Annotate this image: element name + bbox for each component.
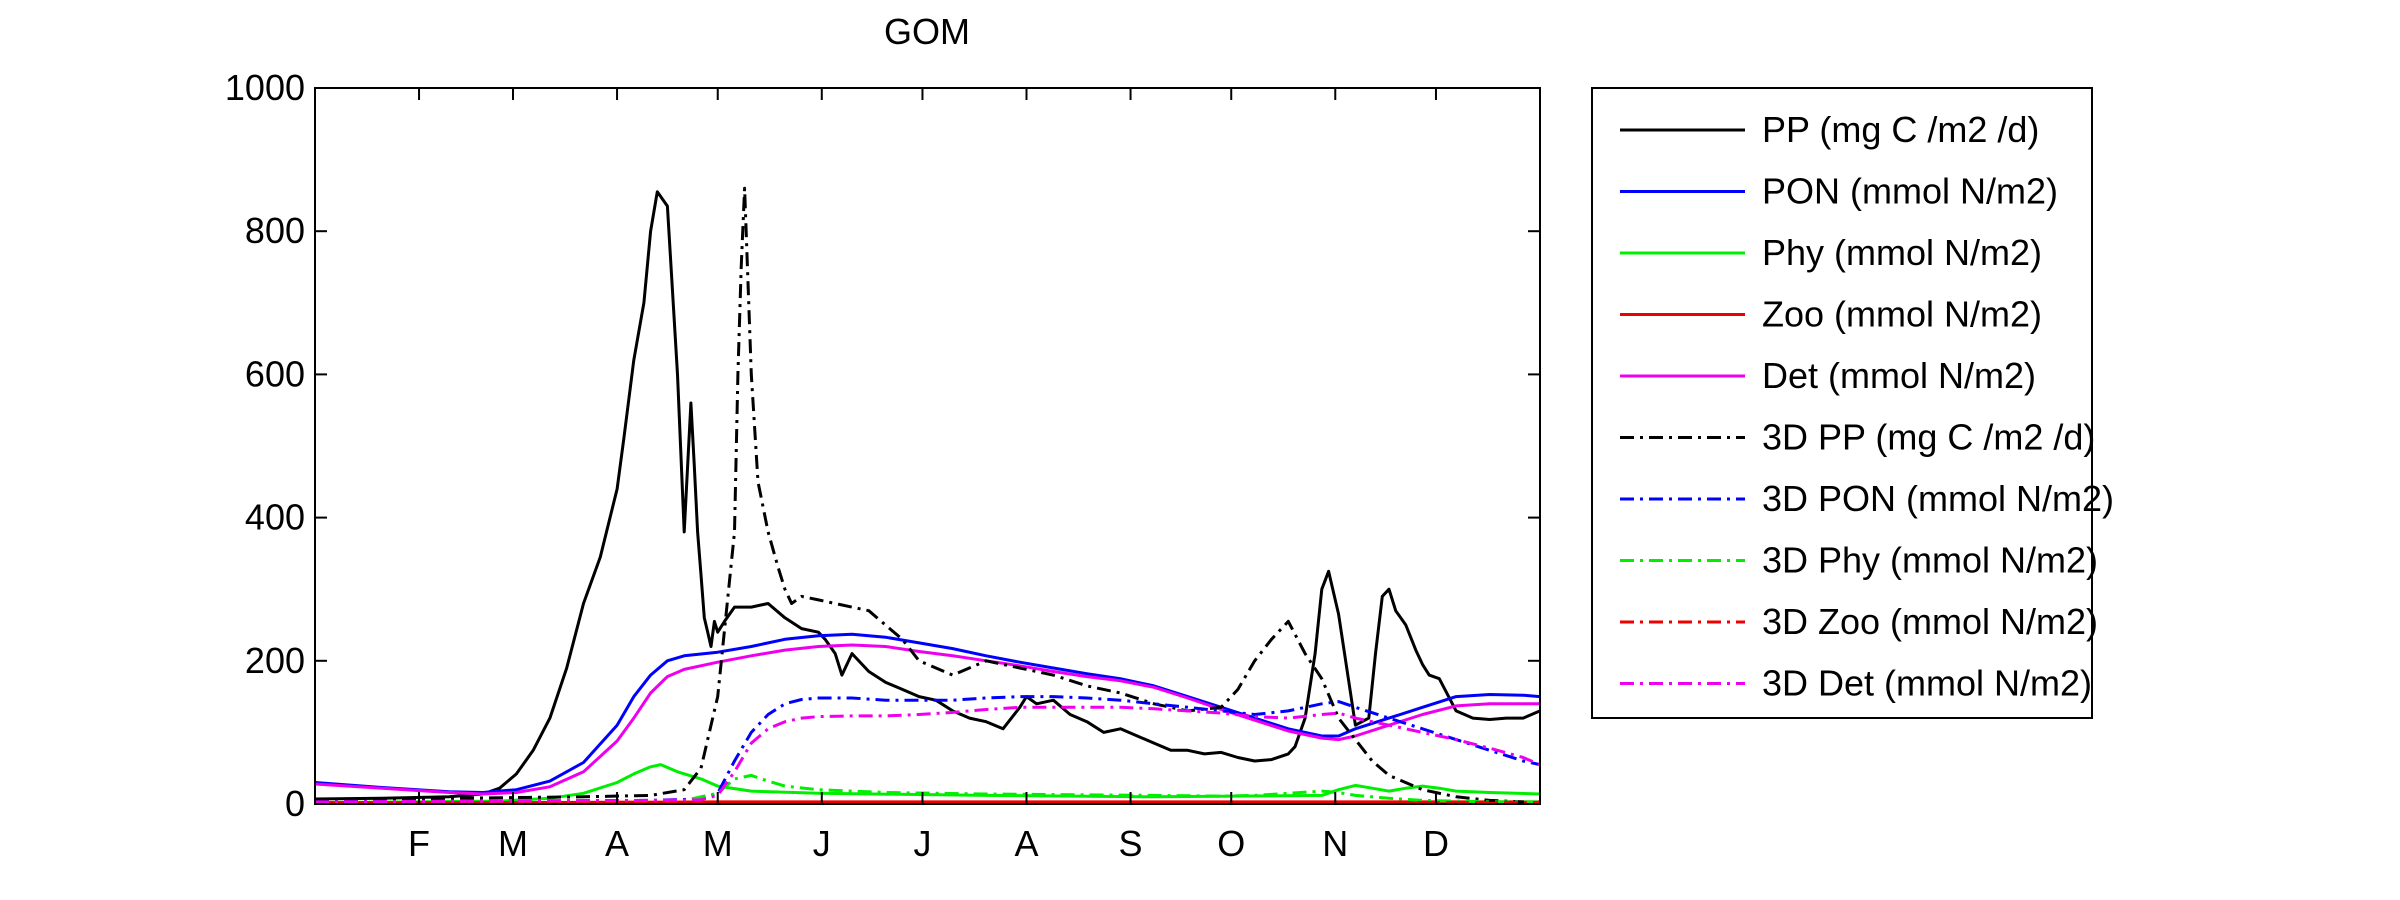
x-tick-label: A [605,823,629,864]
series-line-pp-mg-c-m2-d [315,190,1540,801]
legend-item-phy-mmol-n-m2: Phy (mmol N/m2) [1620,232,2042,273]
y-tick-label: 400 [245,497,305,538]
series-line-phy-mmol-n-m2 [315,763,1540,804]
legend-label: 3D PON (mmol N/m2) [1762,478,2114,519]
legend-label: PON (mmol N/m2) [1762,171,2058,212]
y-tick-label: 200 [245,640,305,681]
legend-item-pp-mg-c-m2-d: PP (mg C /m2 /d) [1620,109,2039,150]
series-line-3d-det-mmol-n-m2 [315,705,1540,804]
y-tick-label: 0 [285,783,305,824]
legend-item-zoo-mmol-n-m2: Zoo (mmol N/m2) [1620,294,2042,335]
x-tick-label: D [1423,823,1449,864]
legend-label: 3D PP (mg C /m2 /d) [1762,417,2095,458]
legend-label: 3D Phy (mmol N/m2) [1762,540,2098,581]
series-line-3d-pon-mmol-n-m2 [315,695,1540,804]
legend-label: 3D Zoo (mmol N/m2) [1762,601,2098,642]
legend-item-3d-zoo-mmol-n-m2: 3D Zoo (mmol N/m2) [1620,601,2098,642]
legend-label: Zoo (mmol N/m2) [1762,294,2042,335]
axes: 0 200 400 600 800 1000 F M A M J J A S O N D [225,67,1540,864]
legend: PP (mg C /m2 /d) PON (mmol N/m2) Phy (mmol… [1591,87,2114,719]
chart-title: GOM [884,11,970,52]
x-tick-label: J [913,823,931,864]
legend-label: Phy (mmol N/m2) [1762,232,2042,273]
x-tick-label: A [1014,823,1038,864]
x-tick-label: J [813,823,831,864]
x-tick-label: M [703,823,733,864]
legend-item-pon-mmol-n-m2: PON (mmol N/m2) [1620,171,2058,212]
x-tick-label: M [498,823,528,864]
series-line-3d-phy-mmol-n-m2 [315,773,1540,804]
legend-item-3d-pon-mmol-n-m2: 3D PON (mmol N/m2) [1620,478,2114,519]
x-tick-label: F [408,823,430,864]
series-line-pon-mmol-n-m2 [315,632,1540,794]
x-tick-label: S [1119,823,1143,864]
y-tick-label: 600 [245,353,305,394]
plot-frame [314,87,1541,805]
legend-label: Det (mmol N/m2) [1762,355,2036,396]
legend-label: PP (mg C /m2 /d) [1762,109,2039,150]
legend-item-3d-det-mmol-n-m2: 3D Det (mmol N/m2) [1620,663,2092,704]
legend-label: 3D Det (mmol N/m2) [1762,663,2092,704]
legend-item-3d-pp-mg-c-m2-d: 3D PP (mg C /m2 /d) [1620,417,2095,458]
legend-item-det-mmol-n-m2: Det (mmol N/m2) [1620,355,2036,396]
plot-area [315,186,1540,804]
y-tick-label: 1000 [225,67,305,108]
x-tick-label: O [1217,823,1245,864]
y-tick-label: 800 [245,210,305,251]
series-line-det-mmol-n-m2 [315,643,1540,796]
x-tick-label: N [1322,823,1348,864]
series-line-3d-zoo-mmol-n-m2 [315,801,1540,804]
series-line-3d-pp-mg-c-m2-d [315,186,1540,804]
legend-item-3d-phy-mmol-n-m2: 3D Phy (mmol N/m2) [1620,540,2098,581]
